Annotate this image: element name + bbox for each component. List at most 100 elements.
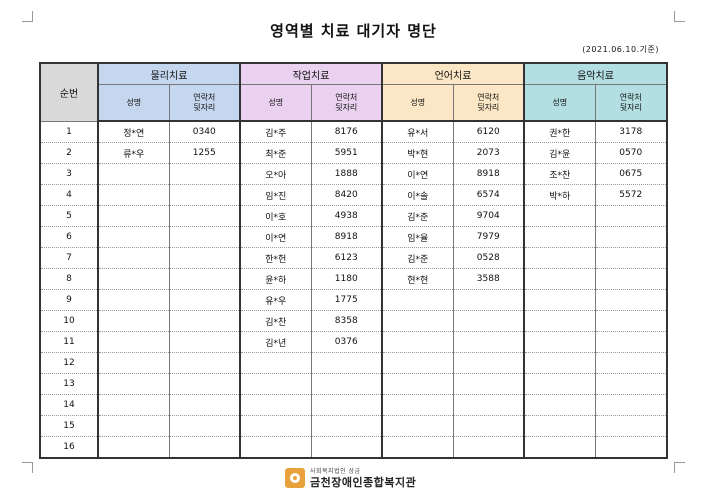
- patient-name-cell: 류*우: [97, 142, 170, 164]
- contact-digits-cell: 3178: [594, 120, 668, 143]
- contact-digits-cell: [452, 352, 525, 374]
- contact-digits-cell: 0528: [452, 247, 525, 269]
- table-row: 4 임*진 8420 이*솔 6574 박*하 5572: [39, 184, 668, 206]
- patient-name-cell: [523, 415, 596, 437]
- contact-digits-cell: [168, 310, 241, 332]
- contact-digits-cell: 7979: [452, 226, 525, 248]
- patient-name-cell: 이*연: [239, 226, 312, 248]
- contact-digits-cell: [168, 436, 241, 459]
- patient-name-cell: 김*준: [381, 247, 454, 269]
- footer-logo-block: 사회복지법인 상금 금천장애인종합복지관: [285, 466, 416, 490]
- patient-name-cell: [97, 394, 170, 416]
- contact-digits-cell: 3588: [452, 268, 525, 290]
- contact-digits-cell: [310, 394, 383, 416]
- table-row: 14: [39, 394, 668, 416]
- contact-digits-cell: [168, 184, 241, 206]
- patient-name-cell: 이*솔: [381, 184, 454, 206]
- contact-digits-cell: 1775: [310, 289, 383, 311]
- col-contact-header: 연락처 뒷자리: [452, 84, 525, 122]
- patient-name-cell: [97, 352, 170, 374]
- contact-digits-cell: [168, 373, 241, 395]
- contact-digits-cell: [452, 415, 525, 437]
- patient-name-cell: [523, 289, 596, 311]
- patient-name-cell: [239, 394, 312, 416]
- contact-digits-cell: [168, 289, 241, 311]
- patient-name-cell: [523, 310, 596, 332]
- patient-name-cell: [523, 247, 596, 269]
- contact-digits-cell: [452, 436, 525, 459]
- table-row: 9 유*우 1775: [39, 289, 668, 311]
- contact-digits-cell: 9704: [452, 205, 525, 227]
- contact-digits-cell: 5572: [594, 184, 668, 206]
- col-contact-header: 연락처 뒷자리: [310, 84, 383, 122]
- contact-digits-cell: 8918: [452, 163, 525, 185]
- table-row: 11 김*년 0376: [39, 331, 668, 353]
- crop-mark-bottom-left: [22, 462, 33, 473]
- patient-name-cell: [97, 436, 170, 459]
- patient-name-cell: [97, 184, 170, 206]
- table-row: 10 김*찬 8358: [39, 310, 668, 332]
- row-number: 10: [39, 310, 99, 332]
- table-row: 7 한*헌 6123 김*준 0528: [39, 247, 668, 269]
- contact-digits-cell: [168, 226, 241, 248]
- table-body: 1 정*연 0340 김*주 8176 유*서 6120 권*한 3178 2 류*우 1255 최*준…: [39, 120, 668, 459]
- patient-name-cell: 이*연: [381, 163, 454, 185]
- document-title: 영역별 치료 대기자 명단: [270, 22, 437, 40]
- patient-name-cell: [381, 289, 454, 311]
- patient-name-cell: 김*년: [239, 331, 312, 353]
- contact-digits-cell: 0675: [594, 163, 668, 185]
- contact-digits-cell: [594, 415, 668, 437]
- number-header: 순번: [39, 62, 99, 122]
- table-row: 3 오*아 1888 이*연 8918 조*찬 0675: [39, 163, 668, 185]
- patient-name-cell: [523, 352, 596, 374]
- col-contact-header: 연락처 뒷자리: [168, 84, 241, 122]
- contact-digits-cell: 6120: [452, 120, 525, 143]
- contact-digits-cell: 5951: [310, 142, 383, 164]
- patient-name-cell: [239, 373, 312, 395]
- row-number: 2: [39, 142, 99, 164]
- contact-digits-cell: [310, 415, 383, 437]
- table-row: 12: [39, 352, 668, 374]
- organization-subtitle: 사회복지법인 상금: [310, 467, 361, 475]
- patient-name-cell: [381, 331, 454, 353]
- contact-digits-cell: [594, 205, 668, 227]
- contact-digits-cell: 8420: [310, 184, 383, 206]
- organization-name: 금천장애인종합복지관: [310, 475, 417, 489]
- contact-digits-cell: [310, 373, 383, 395]
- patient-name-cell: [523, 394, 596, 416]
- row-number: 13: [39, 373, 99, 395]
- patient-name-cell: 권*한: [523, 120, 596, 143]
- patient-name-cell: [523, 268, 596, 290]
- patient-name-cell: [97, 331, 170, 353]
- table-row: 1 정*연 0340 김*주 8176 유*서 6120 권*한 3178: [39, 120, 668, 143]
- patient-name-cell: 박*하: [523, 184, 596, 206]
- group-header-occupational: 작업치료: [239, 62, 383, 85]
- table-row: 5 이*호 4938 김*준 9704: [39, 205, 668, 227]
- contact-digits-cell: [594, 268, 668, 290]
- table-row: 8 윤*하 1180 현*현 3588: [39, 268, 668, 290]
- waitlist-table: 순번 물리치료 작업치료 언어치료 음악치료 성명 연락처 뒷자리 성명 연락처 뒷…: [39, 62, 668, 459]
- row-number: 8: [39, 268, 99, 290]
- patient-name-cell: [381, 310, 454, 332]
- contact-digits-cell: [594, 394, 668, 416]
- contact-digits-cell: [594, 247, 668, 269]
- patient-name-cell: 최*준: [239, 142, 312, 164]
- row-number: 6: [39, 226, 99, 248]
- patient-name-cell: 현*현: [381, 268, 454, 290]
- patient-name-cell: [97, 268, 170, 290]
- contact-digits-cell: 4938: [310, 205, 383, 227]
- contact-digits-cell: [168, 352, 241, 374]
- row-number: 1: [39, 120, 99, 143]
- col-contact-header: 연락처 뒷자리: [594, 84, 668, 122]
- contact-digits-cell: [168, 268, 241, 290]
- patient-name-cell: [523, 331, 596, 353]
- row-number: 14: [39, 394, 99, 416]
- row-number: 16: [39, 436, 99, 459]
- patient-name-cell: [381, 415, 454, 437]
- contact-digits-cell: [594, 289, 668, 311]
- patient-name-cell: 박*현: [381, 142, 454, 164]
- contact-digits-cell: [168, 394, 241, 416]
- contact-digits-cell: [310, 352, 383, 374]
- group-header-music: 음악치료: [523, 62, 668, 85]
- row-number: 4: [39, 184, 99, 206]
